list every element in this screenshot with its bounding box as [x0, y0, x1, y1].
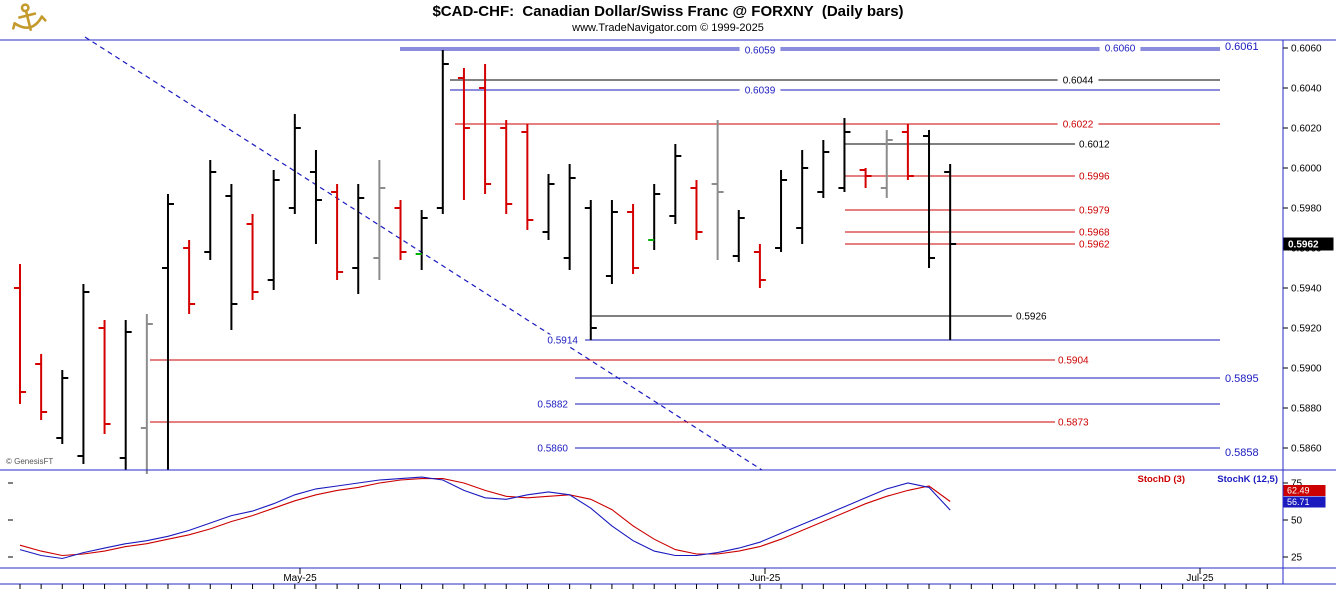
stoch-axis-label: 75 — [1291, 479, 1303, 490]
genesis-anchor-logo-icon — [7, 1, 49, 37]
price-axis-label: 0.5880 — [1291, 404, 1322, 415]
anchor-icon — [12, 3, 47, 31]
level-label-bg — [1076, 238, 1117, 250]
price-axis-label: 0.6040 — [1291, 84, 1322, 95]
level-label: 0.5968 — [1079, 228, 1110, 239]
level-label-bg — [739, 44, 781, 56]
chart-title: $CAD-CHF: Canadian Dollar/Swiss Franc @ … — [432, 3, 904, 20]
level-label: 0.6022 — [1063, 120, 1094, 131]
stochd-line — [19, 478, 951, 557]
stochd-label: StochD (3) — [1138, 474, 1186, 485]
level-label-bg — [739, 84, 781, 96]
level-label: 0.5904 — [1058, 356, 1089, 367]
stochk-value: 56.71 — [1287, 497, 1310, 507]
stochk-label: StochK (12,5) — [1217, 474, 1278, 485]
level-label: 0.6059 — [745, 46, 776, 57]
level-label: 0.5996 — [1079, 172, 1110, 183]
genesisft-copyright: © GenesisFT — [6, 457, 54, 466]
edge-price-label: 0.5858 — [1225, 447, 1259, 459]
stochk-line — [19, 476, 951, 560]
date-label: May-25 — [283, 573, 317, 584]
level-label-bg — [1057, 118, 1099, 130]
level-label: 0.6044 — [1063, 76, 1094, 87]
trendline[interactable] — [84, 36, 763, 471]
level-label: 0.5962 — [1079, 240, 1110, 251]
level-label-bg — [1076, 226, 1117, 238]
level-label: 0.5914 — [547, 336, 578, 347]
edge-label-bg — [1222, 372, 1266, 384]
date-label: Jul-25 — [1186, 573, 1214, 584]
stochd-value-badge — [1283, 485, 1326, 496]
level-label: 0.5873 — [1058, 418, 1089, 429]
level-label-bg — [1013, 310, 1054, 322]
level-label-bg — [1055, 416, 1096, 428]
date-label: Jun-25 — [750, 573, 781, 584]
level-label: 0.6060 — [1105, 44, 1136, 55]
level-label-bg — [540, 334, 581, 346]
stochd-value: 62.49 — [1287, 486, 1310, 496]
edge-price-label: 0.5895 — [1225, 373, 1259, 385]
level-label-bg — [1099, 42, 1141, 54]
level-label-bg — [1055, 354, 1096, 366]
price-axis-label: 0.6000 — [1291, 164, 1322, 175]
price-axis-label: 0.6020 — [1291, 124, 1322, 135]
level-label: 0.5979 — [1079, 206, 1110, 217]
price-axis-label: 0.5920 — [1291, 324, 1322, 335]
edge-price-label: 0.6061 — [1225, 41, 1259, 53]
stoch-axis-label: 25 — [1291, 553, 1303, 564]
edge-label-bg — [1222, 40, 1266, 52]
level-label: 0.5926 — [1016, 312, 1047, 323]
stoch-axis-label: 50 — [1291, 516, 1303, 527]
price-axis-label: 0.5900 — [1291, 364, 1322, 375]
level-label-bg — [1057, 74, 1099, 86]
level-label: 0.5882 — [537, 400, 568, 411]
price-axis-label: 0.6060 — [1291, 44, 1322, 55]
price-axis-label: 0.5860 — [1291, 444, 1322, 455]
level-label-bg — [1076, 204, 1117, 216]
level-label-bg — [1076, 170, 1117, 182]
edge-label-bg — [1222, 446, 1266, 458]
level-label: 0.6012 — [1079, 140, 1110, 151]
price-axis-label: 0.5980 — [1291, 204, 1322, 215]
level-label: 0.6039 — [745, 86, 776, 97]
current-price-text: 0.5962 — [1288, 240, 1319, 251]
level-label-bg — [530, 442, 571, 454]
level-label-bg — [530, 398, 571, 410]
chart-subtitle: www.TradeNavigator.com © 1999-2025 — [572, 22, 764, 34]
current-price-badge — [1283, 237, 1334, 251]
stochk-value-badge — [1283, 496, 1326, 508]
level-label-bg — [1076, 138, 1117, 150]
level-label: 0.5860 — [537, 444, 568, 455]
price-axis-label: 0.5940 — [1291, 284, 1322, 295]
